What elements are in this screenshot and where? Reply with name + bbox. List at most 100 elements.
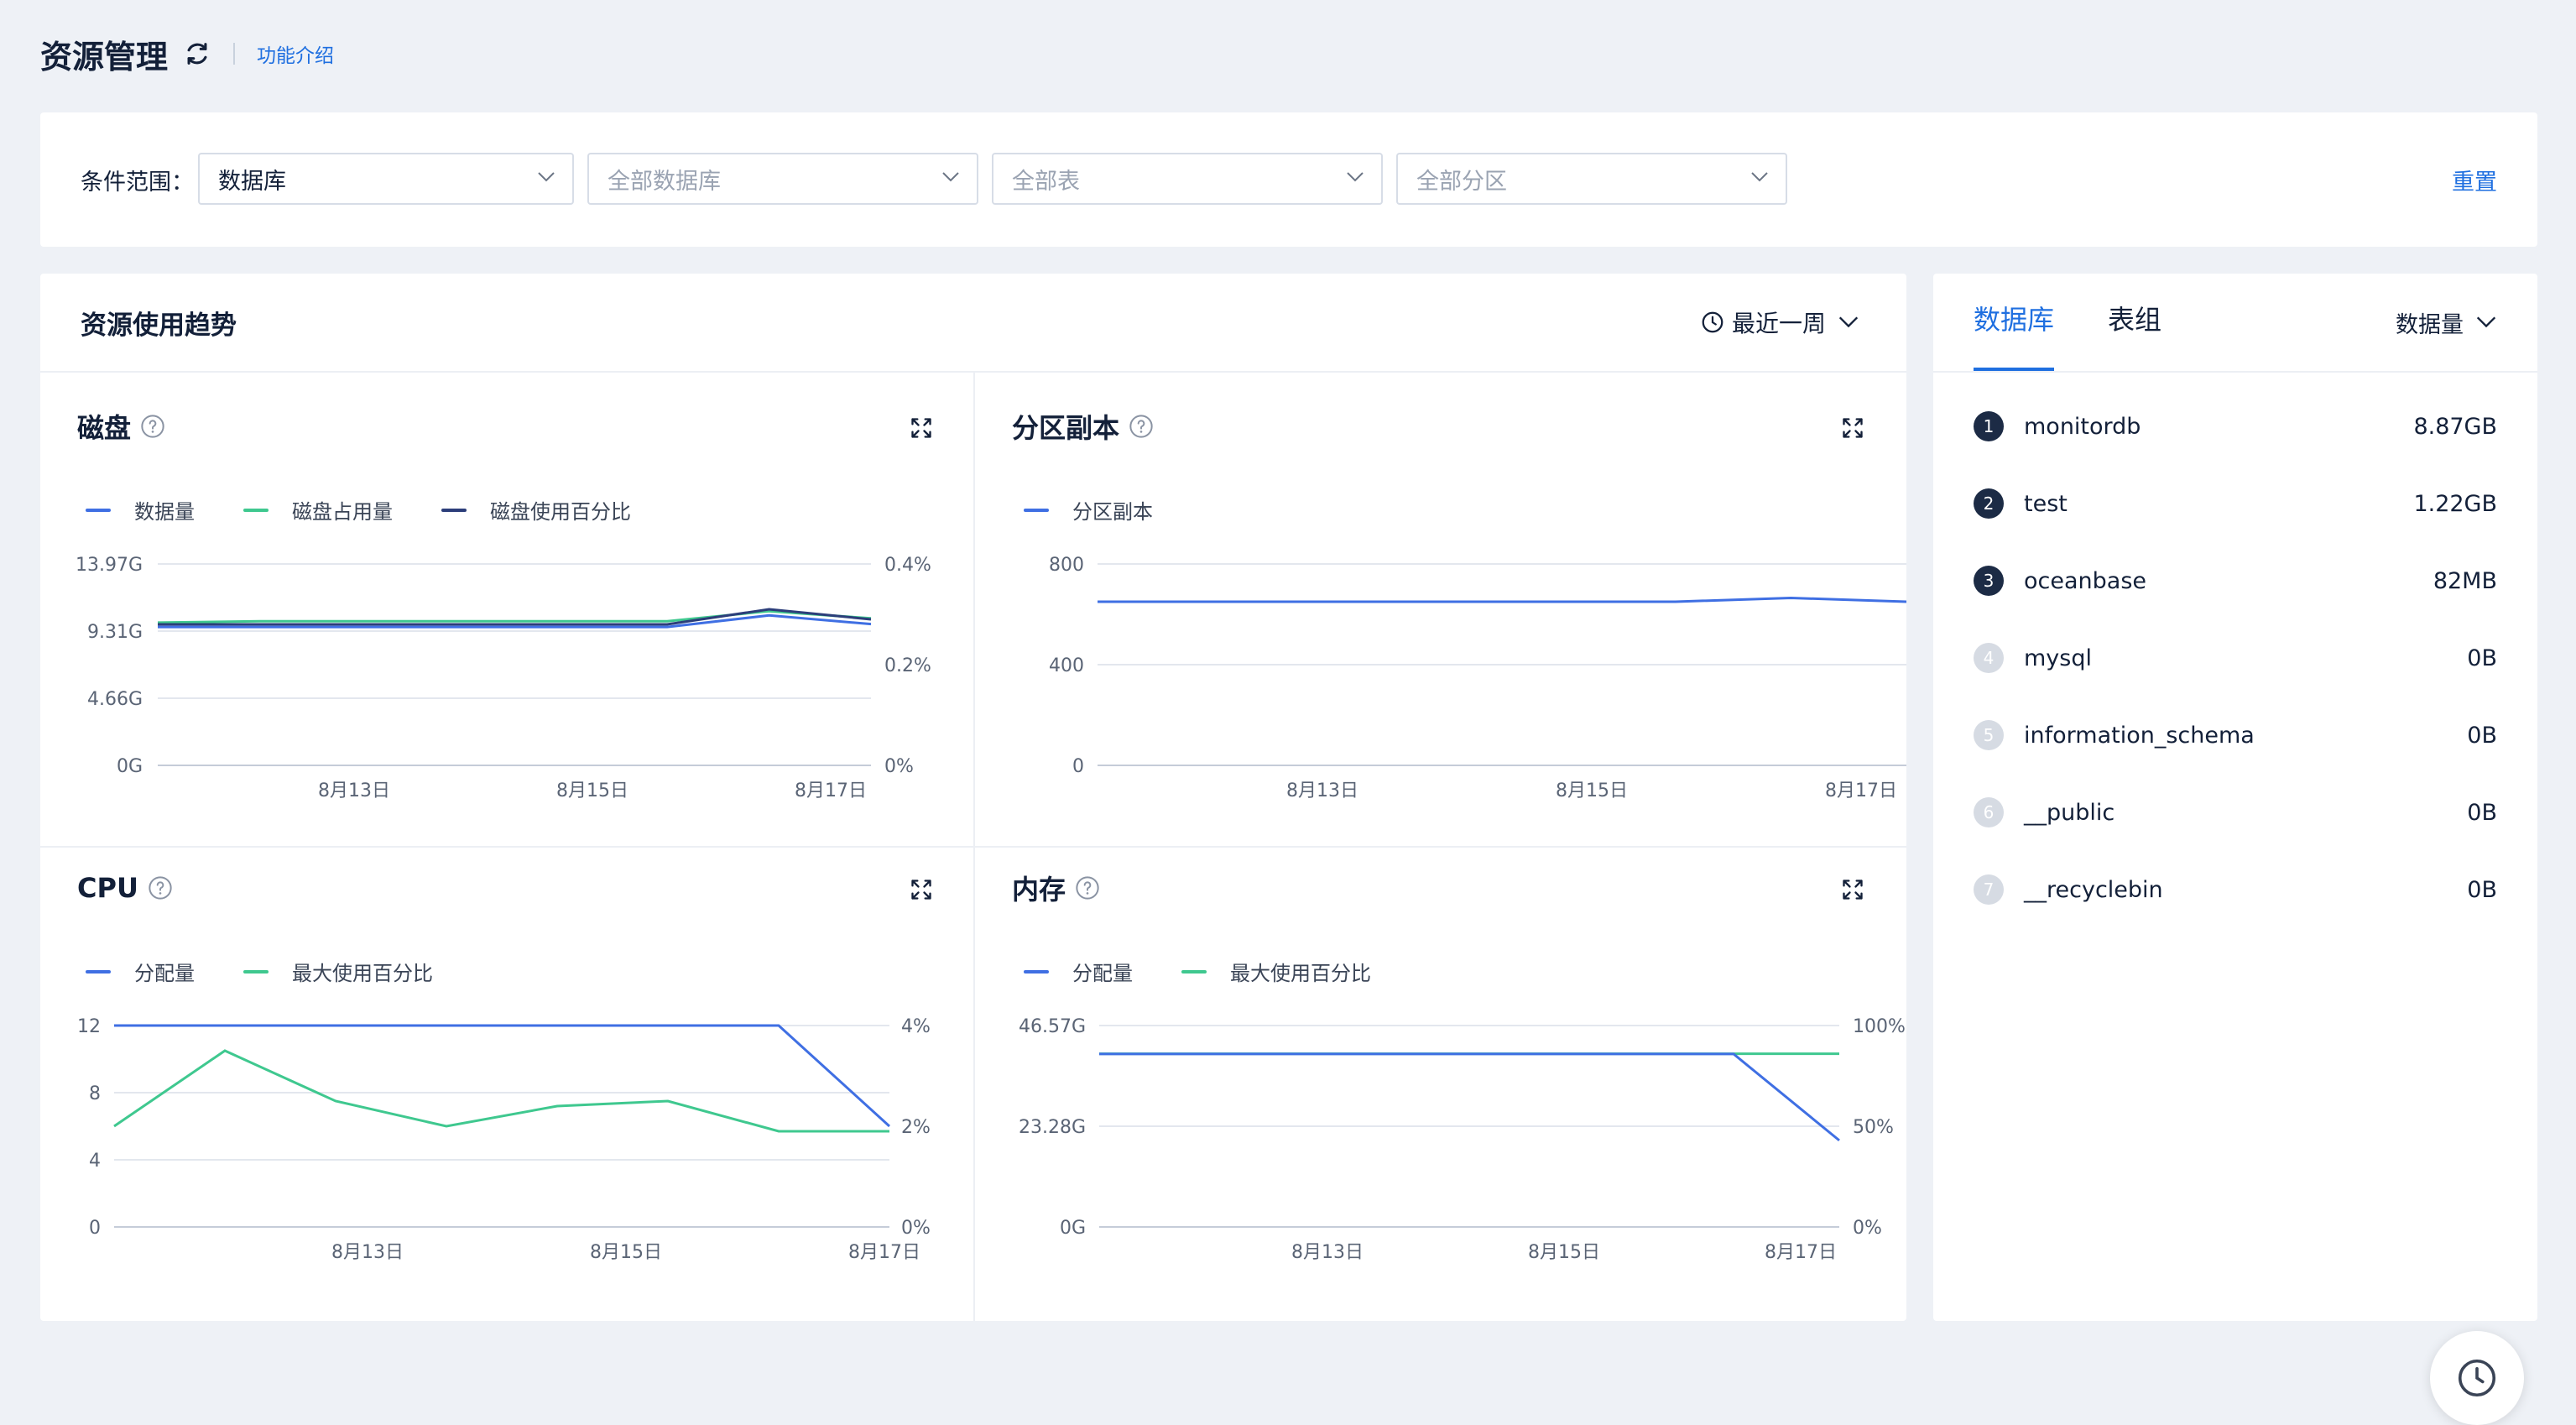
rank-name: __recyclebin <box>2024 876 2163 903</box>
y-tick: 0 <box>89 1218 101 1239</box>
x-tick: 8月17日 <box>848 1242 920 1263</box>
cpu-chart: 0 4 8 12 0% 2% 4% 8月13日 8月15日 8月17日 <box>77 1016 931 1263</box>
memory-panel-title: 内存 <box>1012 866 1101 910</box>
disk-title: 磁盘 <box>77 412 132 444</box>
memory-legend: 分配量 最大使用百分比 <box>1024 957 1420 986</box>
title-divider <box>233 43 236 65</box>
expand-icon[interactable] <box>1841 416 1864 440</box>
page-header: 资源管理 功能介绍 <box>40 30 334 77</box>
memory-chart: 0G 23.28G 46.57G 0% 50% 100% 8月13日 8月15日… <box>1019 1016 1906 1263</box>
history-float-button[interactable] <box>2430 1331 2524 1425</box>
list-item[interactable]: 7 __recyclebin 0B <box>1974 871 2497 908</box>
scope-select[interactable]: 数据库 <box>198 153 574 205</box>
page-title: 资源管理 <box>40 38 169 76</box>
time-range-picker[interactable]: 最近一周 <box>1693 274 1866 371</box>
series-line-replica <box>1098 596 1906 603</box>
rank-name: oceanbase <box>2024 567 2146 594</box>
metric-select[interactable]: 数据量 <box>2396 274 2497 371</box>
help-icon[interactable] <box>139 413 166 440</box>
list-item[interactable]: 5 information_schema 0B <box>1974 717 2497 754</box>
memory-title: 内存 <box>1012 874 1066 906</box>
legend-item[interactable]: 磁盘使用百分比 <box>441 495 631 525</box>
legend-label: 磁盘使用百分比 <box>490 500 631 524</box>
x-tick: 8月15日 <box>1528 1242 1600 1263</box>
ranking-card: 数据库 表组 数据量 1 monitordb 8.87GB 2 test 1.2… <box>1933 274 2537 1321</box>
tab-database[interactable]: 数据库 <box>1974 299 2055 371</box>
database-select-placeholder: 全部数据库 <box>607 168 721 195</box>
rank-name: mysql <box>2024 645 2092 671</box>
list-item[interactable]: 3 oceanbase 82MB <box>1974 562 2497 599</box>
help-icon[interactable] <box>1128 413 1155 440</box>
tab-tablegroup[interactable]: 表组 <box>2108 304 2162 336</box>
legend-item[interactable]: 分区副本 <box>1024 495 1153 525</box>
x-tick: 8月13日 <box>1291 1242 1364 1263</box>
chevron-down-icon <box>1347 172 1364 182</box>
filter-label: 条件范围： <box>81 169 194 196</box>
legend-swatch <box>441 508 467 512</box>
rank-badge: 6 <box>1974 797 2004 827</box>
rank-value: 82MB <box>2433 567 2497 594</box>
series-line-allocated <box>1099 1052 1840 1142</box>
legend-swatch <box>243 508 269 512</box>
legend-label: 分区副本 <box>1072 500 1153 524</box>
legend-label: 最大使用百分比 <box>1230 962 1371 985</box>
feature-intro-link[interactable]: 功能介绍 <box>257 45 335 67</box>
disk-panel-title: 磁盘 <box>77 405 166 448</box>
database-select[interactable]: 全部数据库 <box>587 153 978 205</box>
help-icon[interactable] <box>1074 874 1101 901</box>
x-tick: 8月17日 <box>1765 1242 1837 1263</box>
rank-value: 0B <box>2467 645 2497 671</box>
y2-tick: 0% <box>1853 1218 1882 1239</box>
replica-panel-title: 分区副本 <box>1012 405 1155 448</box>
legend-label: 分配量 <box>1072 962 1133 985</box>
trend-card: 资源使用趋势 最近一周 磁盘 数据量 磁盘占用量 磁盘使用百分比 <box>40 274 1906 1321</box>
legend-item[interactable]: 数据量 <box>86 495 195 525</box>
rank-name: test <box>2024 490 2068 517</box>
disk-panel: 磁盘 数据量 磁盘占用量 磁盘使用百分比 0G 4.66G 9.31G 13.9… <box>40 371 973 846</box>
rank-badge: 2 <box>1974 488 2004 519</box>
panel-divider-horizontal <box>40 846 1906 848</box>
legend-label: 数据量 <box>134 500 195 524</box>
list-item[interactable]: 2 test 1.22GB <box>1974 485 2497 522</box>
legend-label: 磁盘占用量 <box>292 500 393 524</box>
table-select[interactable]: 全部表 <box>992 153 1383 205</box>
ranking-tabs: 数据库 表组 <box>1974 274 2215 371</box>
cpu-title: CPU <box>77 872 138 904</box>
legend-item[interactable]: 最大使用百分比 <box>243 957 433 986</box>
legend-item[interactable]: 分配量 <box>1024 957 1133 986</box>
list-item[interactable]: 1 monitordb 8.87GB <box>1974 408 2497 445</box>
rank-name: __public <box>2024 799 2115 826</box>
refresh-icon[interactable] <box>183 39 211 68</box>
list-item[interactable]: 6 __public 0B <box>1974 794 2497 831</box>
legend-item[interactable]: 磁盘占用量 <box>243 495 393 525</box>
y2-tick: 2% <box>901 1117 931 1138</box>
legend-swatch <box>86 508 111 512</box>
chevron-down-icon <box>2476 316 2496 328</box>
y-tick: 13.97G <box>76 555 143 576</box>
partition-select[interactable]: 全部分区 <box>1396 153 1787 205</box>
reset-button[interactable]: 重置 <box>2452 169 2497 196</box>
replica-chart: 0 400 800 8月13日 8月15日 8月17日 <box>1049 555 1906 801</box>
replica-legend: 分区副本 <box>1024 495 1202 525</box>
y-tick: 8 <box>89 1083 101 1104</box>
legend-item[interactable]: 最大使用百分比 <box>1181 957 1371 986</box>
legend-swatch <box>243 969 269 973</box>
y2-tick: 100% <box>1853 1016 1906 1037</box>
legend-label: 最大使用百分比 <box>292 962 433 985</box>
expand-icon[interactable] <box>910 878 933 901</box>
expand-icon[interactable] <box>910 416 933 440</box>
series-line-disk-percent <box>158 608 872 626</box>
y2-tick: 0.2% <box>884 655 931 676</box>
y-tick: 12 <box>77 1016 101 1037</box>
list-item[interactable]: 4 mysql 0B <box>1974 639 2497 676</box>
legend-item[interactable]: 分配量 <box>86 957 195 986</box>
x-tick: 8月13日 <box>318 780 390 801</box>
y-tick: 9.31G <box>87 622 143 643</box>
y-tick: 0 <box>1072 756 1084 777</box>
y-tick: 4.66G <box>87 689 143 710</box>
y-tick: 46.57G <box>1019 1016 1086 1037</box>
expand-icon[interactable] <box>1841 878 1864 901</box>
legend-swatch <box>1024 969 1049 973</box>
trend-card-title: 资源使用趋势 <box>81 310 237 341</box>
help-icon[interactable] <box>147 874 174 901</box>
